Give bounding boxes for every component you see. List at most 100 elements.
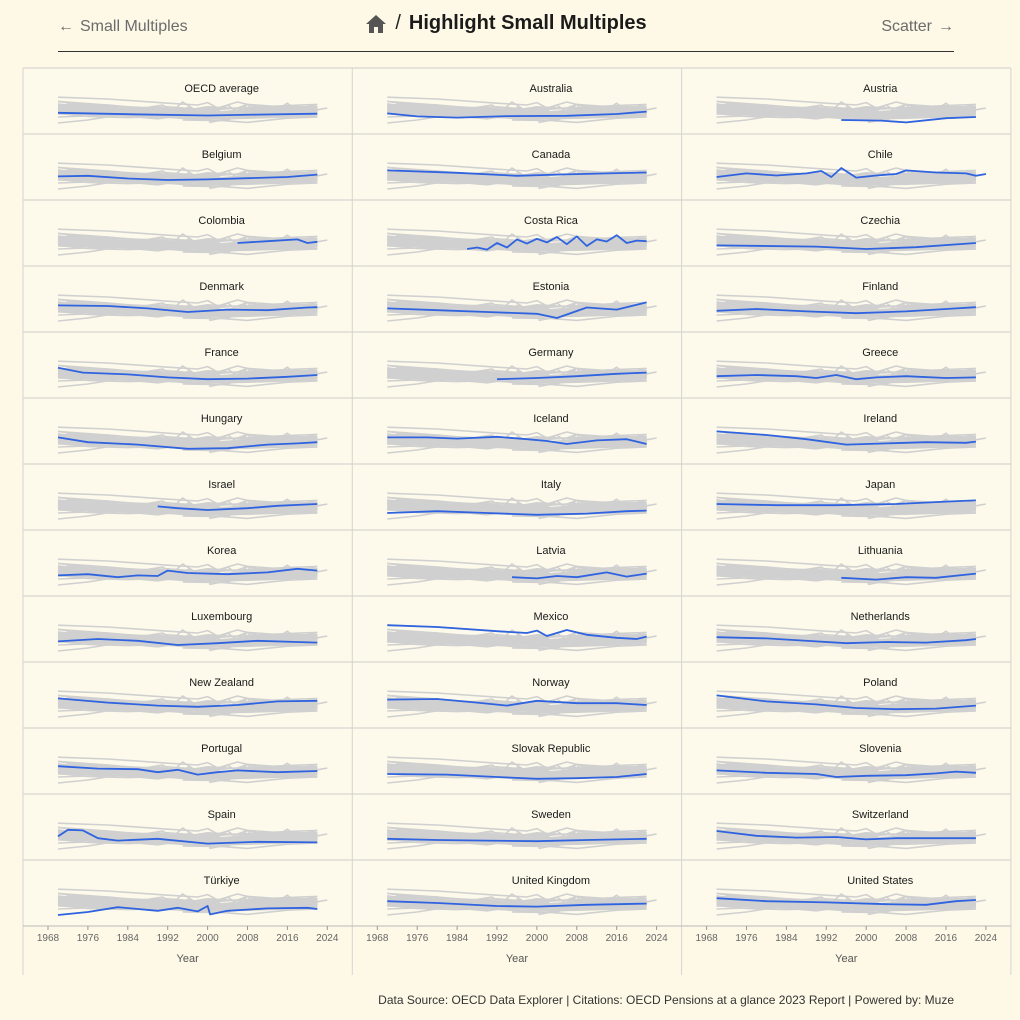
background-series-line [716, 236, 976, 245]
highlight-series-line [387, 435, 647, 445]
panel: Spain [23, 795, 353, 861]
x-tick-label: 1976 [735, 933, 758, 944]
background-series-line [57, 509, 318, 520]
panel-title: Colombia [198, 215, 245, 227]
nav-prev-link[interactable]: ← Small Multiples [58, 17, 188, 37]
panel-background [24, 531, 352, 595]
x-tick-label: 2024 [975, 933, 998, 944]
x-tick-label: 1968 [695, 933, 718, 944]
panel-title: Ireland [863, 413, 897, 425]
panel-background [353, 795, 681, 859]
background-series-line [716, 632, 976, 641]
x-tick-label: 2016 [276, 933, 299, 944]
highlight-series-line [466, 234, 647, 251]
panel-background [682, 333, 1010, 397]
panel: New Zealand [23, 663, 353, 729]
panel: Luxembourg [23, 597, 353, 663]
panel: Mexico [352, 597, 682, 663]
panel: Türkiye [23, 861, 353, 927]
panel-background [682, 135, 1010, 199]
highlight-series-line [716, 242, 976, 250]
panel-title: Finland [862, 281, 898, 293]
background-series-line [387, 566, 647, 575]
panel: Portugal [23, 729, 353, 795]
highlight-series-line [57, 173, 318, 181]
panel-background [353, 69, 681, 133]
panel-title: Lithuania [858, 545, 904, 557]
panel-background [682, 597, 1010, 661]
x-tick-label: 2008 [236, 933, 259, 944]
background-series-line [57, 311, 318, 322]
x-tick-label: 1968 [37, 933, 60, 944]
background-series-line [387, 831, 647, 840]
highlight-series-line [716, 636, 977, 645]
background-series-line [387, 896, 647, 905]
background-series-line [716, 698, 976, 707]
panel-title: Belgium [202, 149, 242, 161]
panel-title: Germany [528, 347, 574, 359]
panel-background [24, 795, 352, 859]
background-series-line [716, 104, 976, 113]
panel-background [682, 201, 1010, 265]
panel-title: Canada [532, 149, 571, 161]
panel-title: United States [847, 875, 914, 887]
panel-background [682, 663, 1010, 727]
panel: Norway [352, 663, 682, 729]
x-tick-label: 1992 [815, 933, 838, 944]
panel-title: Switzerland [852, 809, 909, 821]
panel: Netherlands [681, 597, 1011, 663]
panel: Estonia [352, 267, 682, 333]
background-series-line [716, 377, 976, 388]
background-series-line [57, 434, 318, 443]
highlight-series-line [496, 371, 647, 381]
highlight-series-line [716, 694, 976, 711]
nav-next-label: Scatter [881, 18, 932, 35]
panel: Hungary [23, 399, 353, 465]
panel-title: Austria [863, 83, 898, 95]
header: ← Small Multiples / Highlight Small Mult… [58, 0, 954, 52]
arrow-right-icon: → [938, 18, 954, 35]
highlight-series-line [716, 430, 977, 446]
background-series-line [387, 897, 647, 906]
panel-background [24, 399, 352, 463]
panel-title: Denmark [199, 281, 244, 293]
x-tick-label: 2000 [855, 933, 878, 944]
panel: Denmark [23, 267, 353, 333]
home-icon[interactable] [365, 14, 387, 34]
panel-background [682, 729, 1010, 793]
nav-next-link[interactable]: Scatter → [881, 17, 954, 37]
highlight-series-line [57, 638, 318, 646]
panel: Ireland [681, 399, 1011, 465]
panel-title: Türkiye [204, 875, 240, 887]
highlight-series-line [387, 698, 647, 707]
background-series-line [387, 443, 647, 454]
panel-title: Japan [865, 479, 895, 491]
panel: Switzerland [681, 795, 1011, 861]
x-axis-title: Year [506, 953, 529, 965]
x-axis-title: Year [177, 953, 200, 965]
panel: OECD average [23, 69, 353, 135]
x-tick-label: 1992 [157, 933, 180, 944]
background-series-line [57, 245, 318, 256]
x-tick-label: 1992 [486, 933, 509, 944]
background-series-line [387, 237, 647, 246]
highlight-series-line [716, 830, 976, 841]
background-series-line [716, 839, 976, 850]
x-tick-label: 2000 [196, 933, 219, 944]
panel-title: Sweden [531, 809, 571, 821]
panel-title: Luxembourg [191, 611, 252, 623]
panel-background [682, 531, 1010, 595]
panel-background [682, 465, 1010, 529]
panel-title: Korea [207, 545, 237, 557]
panel-title: New Zealand [189, 677, 254, 689]
background-series-line [387, 839, 647, 850]
panel: Sweden [352, 795, 682, 861]
background-series-line [387, 171, 647, 180]
panel-background [24, 465, 352, 529]
panel-title: Chile [868, 149, 893, 161]
background-series-line [716, 237, 976, 246]
background-series-line [57, 368, 318, 377]
background-series-line [57, 830, 318, 839]
